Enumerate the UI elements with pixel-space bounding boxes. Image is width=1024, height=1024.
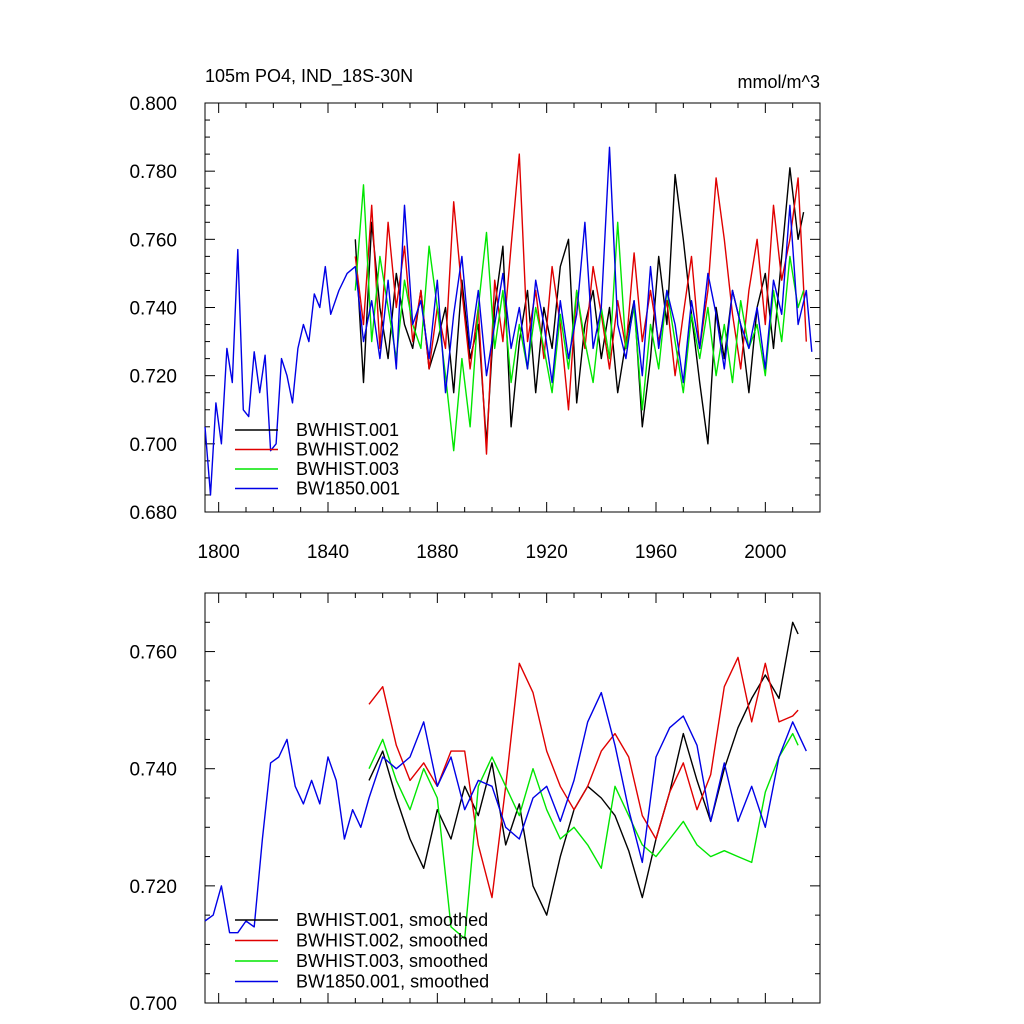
- y-tick-label: 0.760: [129, 643, 177, 664]
- legend-label: BWHIST.002: [296, 440, 399, 460]
- x-tick-label: 1960: [635, 542, 677, 563]
- y-tick-label: 0.780: [129, 162, 177, 183]
- x-tick-label: 1800: [198, 542, 240, 563]
- x-tick-label: 1880: [416, 542, 458, 563]
- legend-label: BWHIST.002, smoothed: [296, 931, 488, 951]
- series-line: [368, 656, 799, 899]
- y-tick-label: 0.700: [129, 435, 177, 456]
- top-panel: 105m PO4, IND_18S-30N mmol/m^3 1800 1840 1…: [129, 66, 821, 563]
- series-line: [368, 732, 799, 940]
- legend-label: BWHIST.003, smoothed: [296, 951, 488, 971]
- series-line: [354, 153, 807, 455]
- legend-label: BWHIST.001: [296, 420, 399, 440]
- legend-label: BW1850.001, smoothed: [296, 972, 489, 992]
- top-plot-area: 1800 1840 1880 1920 1960 2000 0.680 0.700 0.720 0…: [129, 94, 821, 563]
- legend-label: BW1850.001: [296, 479, 400, 499]
- series-line: [204, 691, 807, 934]
- y-tick-label: 0.720: [129, 367, 177, 388]
- y-tick-label: 0.760: [129, 230, 177, 251]
- series-line: [204, 146, 813, 496]
- y-tick-label: 0.800: [129, 94, 177, 115]
- series-line: [354, 184, 805, 452]
- bottom-panel: 0.700 0.720 0.740 0.760 BWHIST.001, smoothed…: [129, 592, 821, 1015]
- x-tick-label: 1840: [307, 542, 349, 563]
- y-tick-label: 0.740: [129, 760, 177, 781]
- y-tick-label: 0.720: [129, 877, 177, 898]
- x-tick-label: 2000: [744, 542, 786, 563]
- units-label: mmol/m^3: [738, 72, 820, 92]
- y-tick-label: 0.680: [129, 503, 177, 524]
- x-tick-label: 1920: [526, 542, 568, 563]
- bottom-plot-area: 0.700 0.720 0.740 0.760 BWHIST.001, smoothed…: [129, 592, 821, 1015]
- y-tick-label: 0.700: [129, 994, 177, 1015]
- legend-label: BWHIST.003: [296, 459, 399, 479]
- panel-title: 105m PO4, IND_18S-30N: [205, 66, 413, 87]
- legend-label: BWHIST.001, smoothed: [296, 910, 488, 930]
- y-tick-label: 0.740: [129, 299, 177, 320]
